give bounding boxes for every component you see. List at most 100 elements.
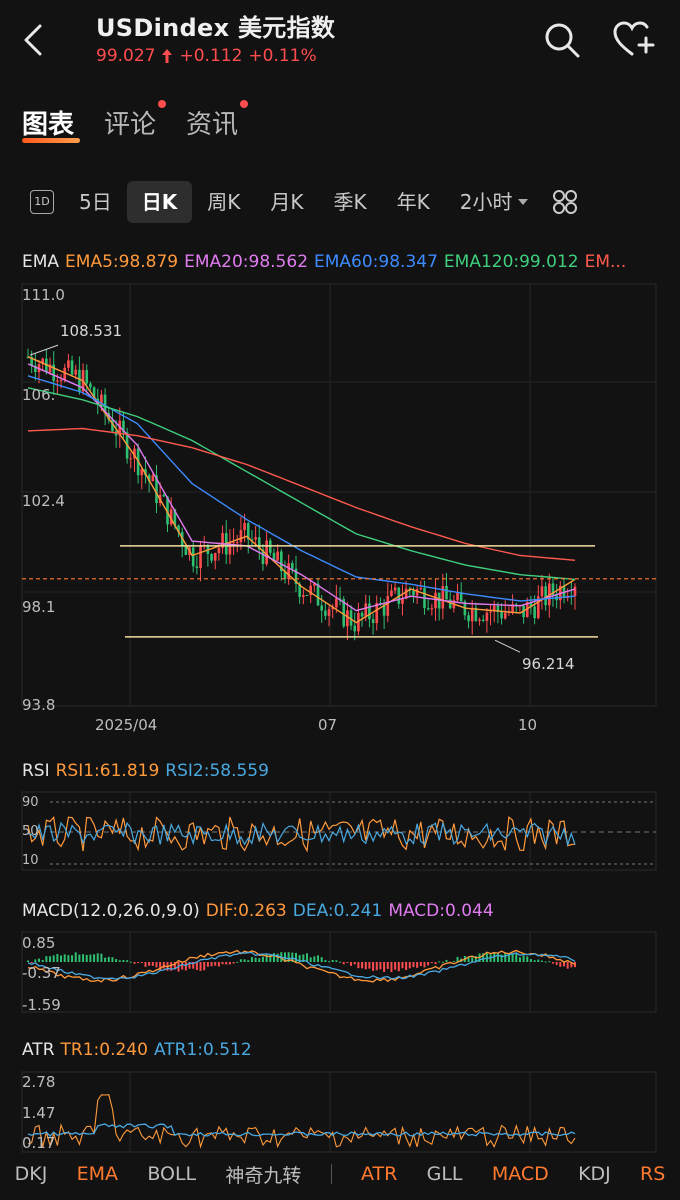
macd-bar [195,962,198,970]
y-tick: 102.4 [22,492,65,510]
macd-bar [210,962,213,967]
candle-body [41,358,44,365]
macd-label: MACD(12.0,26.0,9.0) [22,901,200,921]
candle-body [316,583,320,606]
period-week-k[interactable]: 周K [207,190,241,214]
candle-body [133,448,136,459]
macd-bar [500,954,503,962]
caret-down-icon[interactable] [516,197,530,207]
indicator-tabs: DKJ EMA BOLL 神奇九转 ATR GLL MACD KDJ RS [0,1158,680,1190]
candle-body [287,563,290,580]
indicator-tab-macd[interactable]: MACD [491,1163,549,1185]
macd-bar [353,962,356,965]
macd-bar [111,957,114,962]
macd-bar [258,958,261,962]
x-tick: 2025/04 [95,716,158,734]
macd-bar [67,955,70,962]
y-tick: 111.0 [22,286,65,304]
indicator-tab-ema[interactable]: EMA [76,1163,119,1185]
candle-body [63,367,67,381]
candle-body [327,609,331,616]
macd-tick: 0.85 [22,934,56,952]
macd-bar [526,956,529,962]
candle-body [111,419,114,432]
period-quarter-k[interactable]: 季K [333,190,367,214]
indicator-tab-kdj[interactable]: KDJ [578,1163,611,1185]
macd-bar [265,953,268,962]
period-month-k[interactable]: 月K [270,190,304,214]
rsi-chart[interactable] [0,790,680,872]
panel-border [21,1071,657,1153]
candle-body [129,458,133,460]
change-value: +0.112 [179,46,243,66]
candle-body [232,542,235,544]
candle-body [155,475,158,504]
high-leader [29,344,59,356]
candle-body [239,530,243,543]
candle-body [324,610,327,616]
atr-chart[interactable] [0,1070,680,1154]
candle-body [536,596,540,619]
indicator-tab-boll[interactable]: BOLL [147,1163,197,1185]
atr1-value: ATR1:0.512 [153,1040,252,1060]
1d-toggle-icon[interactable]: 1D [30,190,54,214]
indicator-tab-td9[interactable]: 神奇九转 [225,1164,302,1187]
macd-bar [254,957,257,962]
plot-border [21,283,657,707]
candle-body [56,380,59,382]
search-button[interactable] [542,20,582,60]
candle-body [313,583,316,586]
tab-chart[interactable]: 图表 [22,110,75,140]
macd-bar [122,959,125,962]
candle-body [261,549,265,565]
low-label: 96.214 [522,655,575,673]
macd-bar [52,955,55,962]
macd-bar [335,960,338,962]
tab-news[interactable]: 资讯 [186,100,249,141]
layout-grid-icon[interactable] [552,189,578,215]
macd-bar [434,962,437,965]
macd-bar [342,962,345,965]
candle-body [147,475,151,482]
macd-bar [452,961,455,963]
period-2hour-dropdown[interactable]: 2小时 [459,190,513,214]
macd-bar [89,954,92,962]
macd-bar [427,962,430,966]
heart-plus-icon [613,21,655,56]
period-day-k[interactable]: 日K [126,181,193,223]
search-icon [545,23,580,58]
macd-bar [482,953,485,962]
candle-body [496,605,500,613]
macd-bar [34,959,37,962]
indicator-tab-gll[interactable]: GLL [426,1163,463,1185]
macd-bar [328,961,331,963]
macd-bar [41,959,44,962]
add-watchlist-button[interactable] [612,20,655,60]
candle-body [335,598,338,608]
macd-bar [93,954,96,962]
macd-bar [155,962,158,968]
macd-bar [511,953,514,962]
macd-bar [320,957,323,962]
period-5day[interactable]: 5日 [79,190,112,214]
candlestick-chart[interactable] [0,280,680,740]
macd-bar [562,962,565,967]
candle-body [357,612,360,632]
macd-bar [405,962,408,971]
macd-bar [361,962,364,969]
indicator-tab-dkj[interactable]: DKJ [14,1163,48,1185]
tab-comments[interactable]: 评论 [104,100,167,141]
indicator-tab-atr[interactable]: ATR [361,1163,398,1185]
macd-chart[interactable] [0,930,680,1014]
period-year-k[interactable]: 年K [396,190,430,214]
macd-bar [379,962,382,970]
candle-body [426,608,430,610]
candle-body [309,585,312,596]
back-button[interactable] [18,22,48,58]
indicator-tab-rsi[interactable]: RS [640,1163,666,1185]
ema20-value: EMA20:98.562 [184,252,309,272]
candle-body [474,607,478,621]
macd-tick: -1.59 [22,996,61,1014]
candle-body [195,566,199,568]
rsi1-line [27,816,576,853]
